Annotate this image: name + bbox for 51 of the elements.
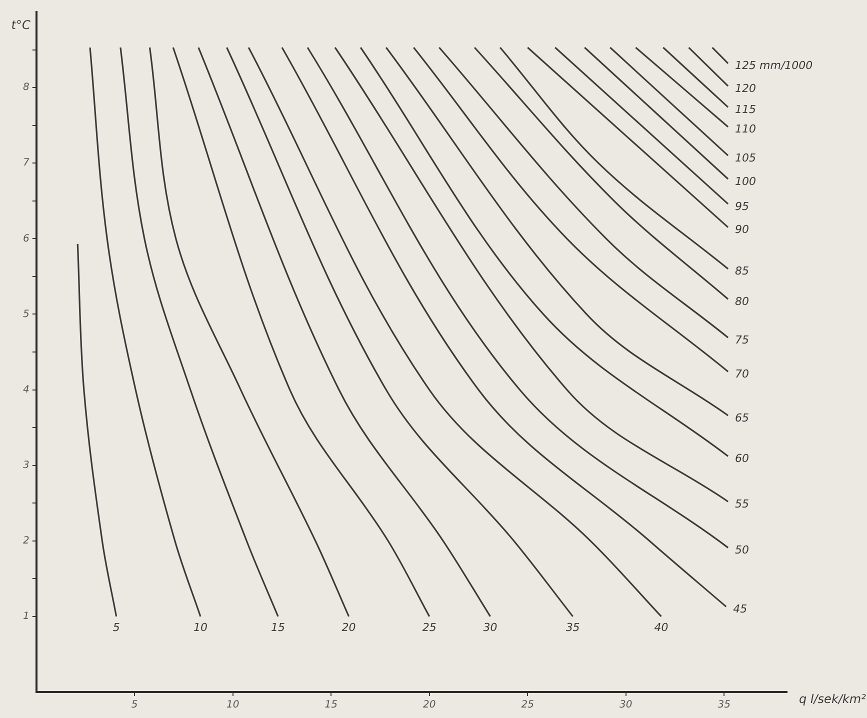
series-label: 15 — [271, 620, 286, 634]
series-label: 80 — [735, 294, 750, 308]
series-label: 60 — [735, 452, 750, 466]
series-label: 30 — [483, 620, 498, 634]
series-label: 5 — [112, 620, 120, 634]
y-tick-label: 4 — [22, 384, 30, 396]
series-label: 25 — [422, 620, 436, 634]
line-series — [248, 46, 662, 618]
series-label: 65 — [735, 411, 750, 424]
x-tick-label: 10 — [226, 700, 240, 711]
series-label: 20 — [342, 620, 356, 634]
y-tick-label: 5 — [22, 308, 30, 320]
series-label: 85 — [735, 264, 750, 278]
x-tick-label: 30 — [620, 700, 632, 711]
series-label: 50 — [735, 544, 750, 557]
series-label: 125 mm/1000 — [735, 59, 813, 72]
line-series — [172, 46, 430, 618]
line-series — [76, 243, 118, 618]
series-label: 45 — [733, 602, 748, 616]
series-label: 95 — [735, 200, 750, 213]
series-label: 120 — [735, 82, 756, 95]
y-axis-title: t°C — [11, 18, 31, 32]
series-label: 70 — [735, 368, 750, 381]
series-label: 105 — [735, 151, 756, 164]
y-tick-label: 3 — [22, 460, 30, 471]
series-label: 115 — [735, 103, 756, 116]
line-series — [198, 46, 492, 618]
series-label: 75 — [735, 334, 750, 347]
x-tick-label: 25 — [521, 700, 534, 711]
line-series — [148, 46, 350, 618]
y-tick-label: 6 — [22, 233, 30, 244]
series-label: 110 — [735, 122, 756, 136]
y-tick-label: 8 — [22, 82, 30, 94]
x-axis-title: q l/sek/km² — [799, 692, 866, 706]
series-label: 55 — [735, 497, 750, 510]
series-label: 35 — [566, 620, 580, 634]
series-label: 100 — [735, 174, 756, 188]
line-series — [226, 46, 574, 618]
y-tick-label: 2 — [22, 535, 30, 546]
x-tick-label: 20 — [423, 700, 436, 711]
x-tick-label: 35 — [718, 700, 730, 711]
series-label: 90 — [735, 223, 750, 236]
x-tick-label: 5 — [131, 700, 138, 711]
y-tick-label: 7 — [22, 158, 30, 169]
series-label: 40 — [654, 620, 668, 634]
series-label: 10 — [193, 620, 208, 634]
x-tick-label: 15 — [324, 700, 338, 711]
line-series — [120, 46, 279, 618]
y-tick-label: 1 — [22, 611, 30, 622]
line-series — [281, 46, 727, 608]
line-series — [89, 46, 202, 618]
